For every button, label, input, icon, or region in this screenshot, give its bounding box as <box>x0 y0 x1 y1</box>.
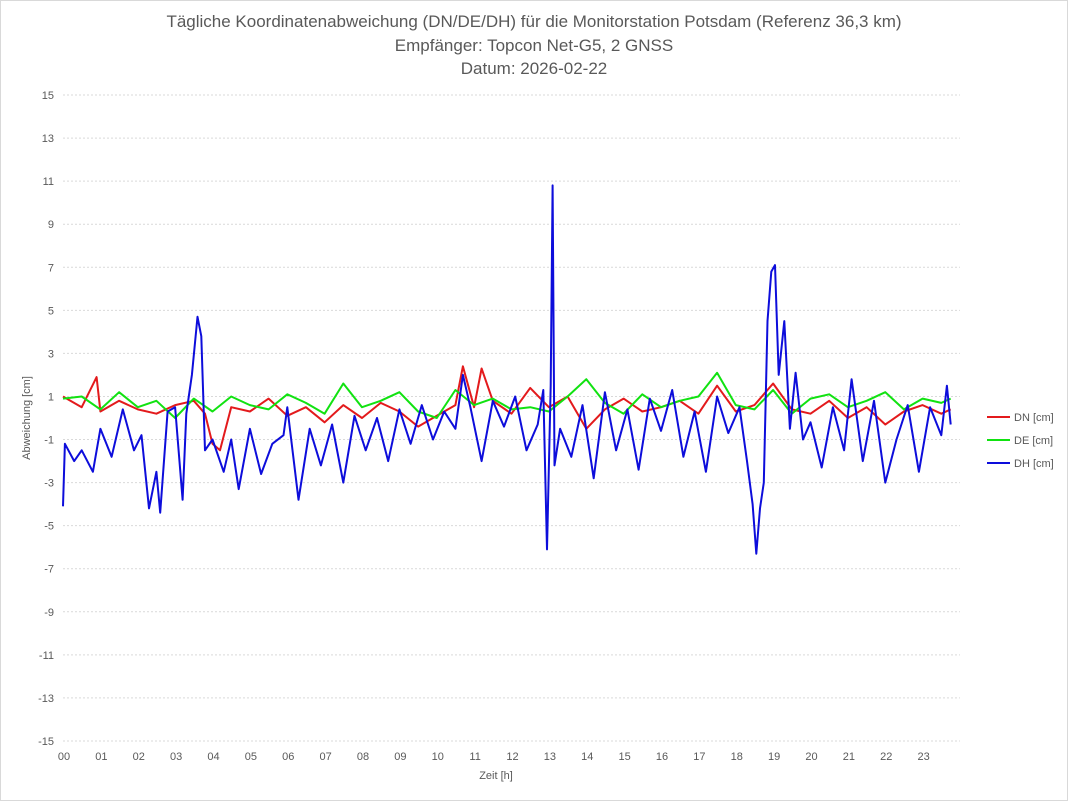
x-tick-label: 04 <box>207 751 219 763</box>
x-tick-labels: 00 01 02 03 04 05 06 07 08 09 10 11 12 13 14 15 16 17 18 19… <box>58 751 930 763</box>
y-tick-label: 13 <box>42 133 54 145</box>
y-tick-label: -9 <box>44 607 54 619</box>
y-axis-label: Abweichung [cm] <box>21 376 33 460</box>
x-tick-label: 17 <box>693 751 705 763</box>
x-tick-label: 23 <box>918 751 930 763</box>
series-line-dh <box>62 184 952 555</box>
chart-subtitle: Empfänger: Topcon Net-G5, 2 GNSS <box>394 36 674 55</box>
x-tick-label: 22 <box>880 751 892 763</box>
x-tick-label: 19 <box>768 751 780 763</box>
y-tick-label: 15 <box>42 90 54 102</box>
series-line-dn <box>62 365 952 452</box>
y-tick-labels: 15 13 11 9 7 5 3 1 -1 -3 -5 -7 -9 -11 -13 -15 <box>38 90 54 748</box>
series-line-de <box>62 371 952 419</box>
legend-label: DN [cm] <box>1014 412 1054 424</box>
chart-title: Tägliche Koordinatenabweichung (DN/DE/DH… <box>166 12 902 31</box>
x-tick-label: 09 <box>394 751 406 763</box>
y-tick-label: 11 <box>43 176 54 188</box>
x-tick-label: 11 <box>469 751 480 763</box>
legend: DN [cm] DE [cm] DH [cm] <box>987 412 1054 470</box>
y-tick-label: -5 <box>44 521 54 533</box>
legend-label: DH [cm] <box>1014 458 1054 470</box>
x-tick-label: 15 <box>619 751 631 763</box>
y-tick-label: 1 <box>48 391 54 403</box>
x-tick-label: 20 <box>805 751 817 763</box>
x-tick-label: 01 <box>95 751 107 763</box>
y-tick-label: -15 <box>38 736 54 748</box>
x-tick-label: 10 <box>432 751 444 763</box>
chart-date: Datum: 2026-02-22 <box>460 59 608 78</box>
x-tick-label: 06 <box>282 751 294 763</box>
x-tick-label: 18 <box>731 751 743 763</box>
x-tick-label: 07 <box>320 751 332 763</box>
x-tick-label: 03 <box>170 751 182 763</box>
y-tick-label: 5 <box>48 305 54 317</box>
y-tick-label: -13 <box>38 693 54 705</box>
x-tick-label: 00 <box>58 751 70 763</box>
x-tick-label: 13 <box>544 751 556 763</box>
y-tick-label: 9 <box>48 219 54 231</box>
y-tick-label: -11 <box>39 650 54 662</box>
x-tick-label: 21 <box>843 751 855 763</box>
x-tick-label: 08 <box>357 751 369 763</box>
y-tick-label: 3 <box>48 348 54 360</box>
x-tick-label: 12 <box>506 751 518 763</box>
x-tick-label: 16 <box>656 751 668 763</box>
series-lines <box>62 184 952 555</box>
legend-label: DE [cm] <box>1014 435 1053 447</box>
y-tick-label: -3 <box>44 478 54 490</box>
y-tick-label: -7 <box>44 564 54 576</box>
x-tick-label: 05 <box>245 751 257 763</box>
y-tick-label: 7 <box>48 262 54 274</box>
x-tick-label: 02 <box>133 751 145 763</box>
y-tick-label: -1 <box>44 435 54 447</box>
x-axis-label: Zeit [h] <box>479 770 513 782</box>
gridlines <box>63 94 960 742</box>
x-tick-label: 14 <box>581 751 593 763</box>
